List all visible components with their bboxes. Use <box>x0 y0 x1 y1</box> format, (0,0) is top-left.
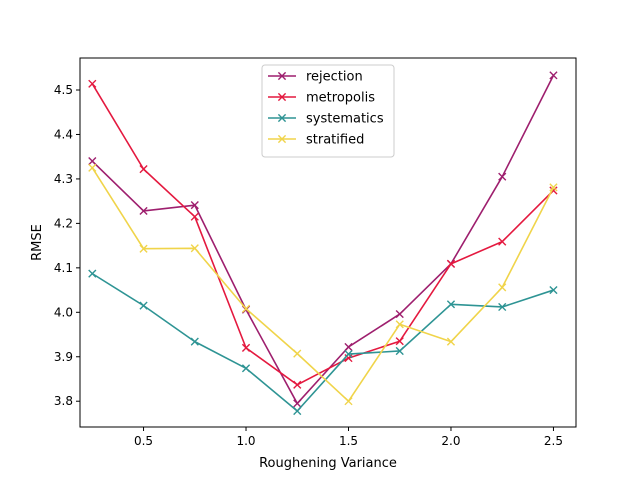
legend-label: stratified <box>306 133 364 148</box>
legend-item-rejection: rejection <box>268 70 363 85</box>
data-point <box>139 301 148 310</box>
data-point <box>293 406 302 416</box>
legend-item-metropolis: metropolis <box>268 91 375 106</box>
data-point <box>446 337 456 346</box>
series-line <box>91 272 554 412</box>
data-point <box>344 349 353 359</box>
data-point <box>88 269 97 278</box>
data-point <box>395 337 404 346</box>
data-point <box>498 302 507 312</box>
legend-label: rejection <box>306 70 363 85</box>
y-tick-label: 4.3 <box>54 172 73 186</box>
data-point <box>549 285 558 295</box>
data-point <box>549 71 558 80</box>
x-axis: 0.5 1.0 1.5 2.0 2.5 <box>134 427 563 448</box>
y-tick-label: 4.2 <box>54 216 73 230</box>
data-point <box>446 259 456 268</box>
y-tick-label: 4.5 <box>54 83 73 97</box>
data-point <box>549 183 558 192</box>
legend-label: systematics <box>306 112 384 127</box>
legend-swatch-marker <box>277 134 287 144</box>
legend: rejection metropolis systematics stratified <box>261 64 395 158</box>
data-point <box>293 399 302 408</box>
series-line <box>91 83 555 386</box>
data-point <box>498 172 507 181</box>
data-point <box>190 212 199 221</box>
data-point <box>293 380 302 389</box>
y-tick-label: 3.8 <box>54 394 73 408</box>
x-tick-label: 2.0 <box>441 434 460 448</box>
series-layer <box>88 71 558 416</box>
x-tick-label: 1.5 <box>339 434 358 448</box>
data-point <box>241 364 251 373</box>
x-tick-label: 2.5 <box>544 434 563 448</box>
data-point <box>395 346 404 356</box>
data-point <box>344 342 353 352</box>
data-point <box>88 157 97 166</box>
legend-label: metropolis <box>306 91 375 106</box>
data-point <box>498 237 507 246</box>
data-point <box>395 309 404 319</box>
x-tick-label: 0.5 <box>134 434 153 448</box>
legend-item-systematics: systematics <box>268 112 384 127</box>
series-line <box>91 74 555 405</box>
data-point <box>139 244 148 253</box>
legend-swatch-marker <box>277 92 287 102</box>
y-tick-label: 3.9 <box>54 350 73 364</box>
x-tick-label: 1.0 <box>236 434 255 448</box>
series-stratified <box>88 163 558 406</box>
series-systematics <box>88 269 558 416</box>
legend-item-stratified: stratified <box>268 133 364 148</box>
x-axis-label: Roughening Variance <box>259 456 397 471</box>
data-point <box>344 397 353 406</box>
y-tick-label: 4.1 <box>54 261 73 275</box>
series-metropolis <box>88 79 558 389</box>
data-point <box>139 206 148 216</box>
data-point <box>88 79 97 88</box>
y-axis-label: RMSE <box>30 224 45 261</box>
data-point <box>293 349 302 358</box>
legend-swatch-marker <box>277 113 287 123</box>
data-point <box>190 244 199 253</box>
plot-frame <box>79 57 577 428</box>
data-point <box>498 283 507 292</box>
data-point <box>88 163 97 172</box>
data-point <box>241 343 251 352</box>
data-point <box>139 165 148 174</box>
data-point <box>395 320 404 329</box>
series-line <box>91 167 555 403</box>
data-point <box>190 337 199 346</box>
y-axis: 3.8 3.9 4.0 4.1 4.2 4.3 4.4 4.5 <box>54 83 80 408</box>
y-tick-label: 4.0 <box>54 305 73 319</box>
y-tick-label: 4.4 <box>54 127 73 141</box>
legend-box <box>261 64 395 158</box>
data-point <box>190 201 199 210</box>
legend-swatch-marker <box>277 71 287 81</box>
data-point <box>446 300 456 309</box>
data-point <box>241 304 251 313</box>
